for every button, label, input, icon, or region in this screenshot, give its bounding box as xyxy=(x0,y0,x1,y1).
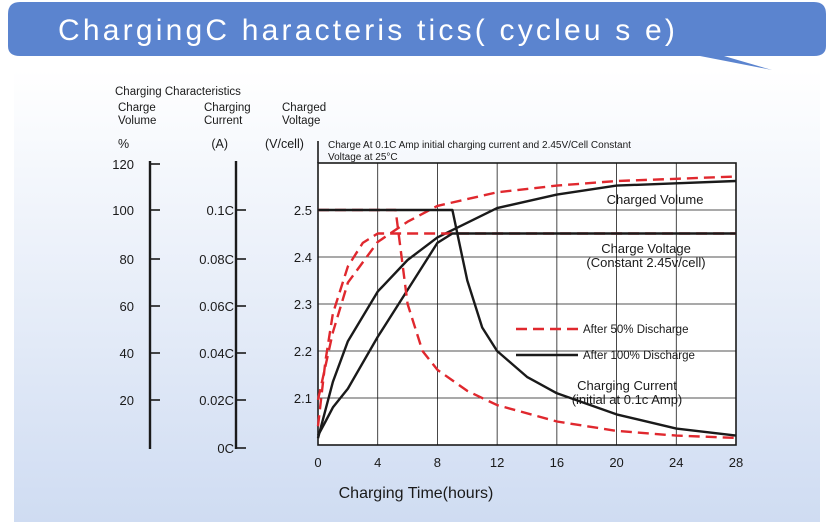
charge-volume-tick-label: 40 xyxy=(120,346,134,361)
x-tick-labels: 0 4 8 12 16 20 24 28 xyxy=(314,455,743,470)
charging-current-tick-label: 0.08C xyxy=(199,252,234,267)
x-tick-label: 0 xyxy=(314,455,321,470)
axis-header-charged-voltage: Charged xyxy=(282,102,326,114)
x-tick-label: 4 xyxy=(374,455,381,470)
charging-current-tick-label: 0C xyxy=(217,441,234,456)
charged-voltage-tick-label: 2.2 xyxy=(294,344,312,359)
x-tick-label: 20 xyxy=(609,455,623,470)
charging-current-tick-label: 0.1C xyxy=(207,203,234,218)
charged-voltage-tick-label: 2.1 xyxy=(294,391,312,406)
x-tick-label: 24 xyxy=(669,455,683,470)
curve-label: (Constant 2.45v/cell) xyxy=(586,255,705,270)
annotation-line-2: Voltage at 25°C xyxy=(328,152,398,163)
charge-volume-tick-label: 20 xyxy=(120,393,134,408)
curve-labels: Charged Volume Charge Voltage(Constant 2.… xyxy=(572,192,706,407)
charging-current-tick-label: 0.06C xyxy=(199,299,234,314)
axis-header-charging-current: Charging xyxy=(204,102,251,114)
after-100-current-curve xyxy=(318,208,737,437)
after-50-voltage-curve xyxy=(316,232,736,427)
charge-volume-tick-label: 80 xyxy=(120,252,134,267)
charged-voltage-tick-label: 2.5 xyxy=(294,203,312,218)
title-banner xyxy=(8,2,826,70)
after-50-volume-curve xyxy=(316,175,737,401)
after-100-volume-curve xyxy=(316,179,737,439)
banner-title: ChargingC haracteris tics( cycleu s e) xyxy=(58,14,679,47)
charge-volume-unit: % xyxy=(118,137,129,151)
legend: After 50% Discharge After 100% Discharge xyxy=(516,324,695,362)
charge-volume-tick-label: 60 xyxy=(120,299,134,314)
x-tick-label: 12 xyxy=(490,455,504,470)
legend-label: After 50% Discharge xyxy=(583,324,688,336)
charge-volume-tick-label: 100 xyxy=(112,203,134,218)
curve-label: Charging Current xyxy=(577,378,677,393)
charge-volume-tick-label: 120 xyxy=(112,157,134,172)
axis-header-charge-volume: Volume xyxy=(118,115,156,127)
x-tick-label: 8 xyxy=(434,455,441,470)
x-tick-label: 16 xyxy=(550,455,564,470)
legend-label: After 100% Discharge xyxy=(583,350,695,362)
plot-frame xyxy=(317,162,737,446)
curve-label: (initial at 0.1c Amp) xyxy=(572,392,683,407)
charged-voltage-tick-label: 2.4 xyxy=(294,250,312,265)
charging-current-tick-label: 0.04C xyxy=(199,346,234,361)
charging-current-tick-label: 0.02C xyxy=(199,393,234,408)
charging-current-unit: (A) xyxy=(211,137,228,151)
axis-header-charging-current: Current xyxy=(204,115,243,127)
axis-header-charged-voltage: Voltage xyxy=(282,115,320,127)
left-axes: % 120 100 80 60 40 20 (A) 0.1C 0.08C 0.06C 0.04C 0.0… xyxy=(112,137,319,456)
banner-shape xyxy=(8,2,826,70)
annotation-line-1: Charge At 0.1C Amp initial charging curr… xyxy=(328,140,631,151)
axis-header-charge-volume: Charge xyxy=(118,102,156,114)
x-axis-label: Charging Time(hours) xyxy=(339,485,494,502)
chart-title: Charging Characteristics xyxy=(115,86,241,98)
x-tick-label: 28 xyxy=(729,455,743,470)
charged-voltage-unit: (V/cell) xyxy=(265,137,304,151)
after-100-voltage-curve xyxy=(316,232,736,437)
curve-label: Charged Volume xyxy=(607,192,704,207)
after-50-current-curve xyxy=(318,208,737,440)
curves xyxy=(316,175,737,440)
curve-label: Charge Voltage xyxy=(601,241,691,256)
charged-voltage-tick-label: 2.3 xyxy=(294,297,312,312)
